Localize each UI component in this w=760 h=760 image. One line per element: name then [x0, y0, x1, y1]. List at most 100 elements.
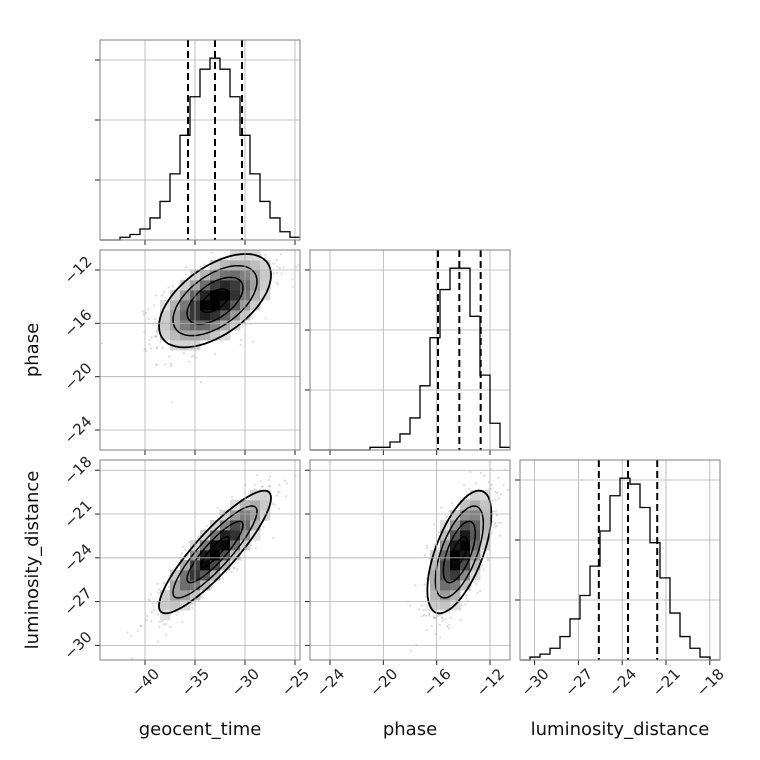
density-cell	[440, 560, 451, 571]
density-cell	[260, 260, 271, 271]
x-axis-label-luminosity_distance: luminosity_distance	[531, 719, 710, 740]
density-cell	[200, 280, 211, 291]
sample-point	[285, 482, 288, 485]
density-cell	[470, 550, 481, 561]
y-tick-label: −20	[60, 359, 95, 394]
density-cell	[220, 310, 231, 321]
density-cell	[480, 510, 491, 521]
density-cell	[210, 520, 221, 531]
sample-point	[152, 605, 155, 608]
sample-point	[273, 503, 276, 506]
sample-point	[433, 543, 437, 546]
sample-point	[192, 354, 196, 357]
sample-point	[493, 526, 496, 529]
x-tick-label: −18	[693, 665, 728, 700]
sample-point	[149, 347, 153, 350]
density-cell	[460, 560, 471, 571]
sample-point	[156, 601, 159, 604]
sample-point	[422, 613, 426, 617]
density-cell	[450, 590, 461, 601]
density-cell	[170, 600, 181, 611]
histogram-frame-geocent_time	[99, 39, 301, 241]
sample-point	[408, 604, 412, 607]
sample-point	[493, 490, 497, 493]
sample-point	[175, 613, 178, 616]
density-cell	[170, 290, 181, 301]
sample-point	[210, 585, 214, 589]
sample-point	[168, 355, 171, 358]
sample-point	[210, 580, 213, 583]
density-cell	[230, 520, 241, 531]
density-cell	[160, 330, 171, 341]
sample-point	[100, 342, 104, 345]
density-cell	[440, 590, 451, 601]
sample-point	[254, 547, 257, 550]
sample-point	[184, 548, 187, 551]
density-cell	[470, 520, 481, 531]
sample-point	[428, 609, 431, 612]
density-cell	[220, 530, 231, 541]
sample-point	[155, 363, 158, 367]
sample-point	[253, 483, 256, 486]
density-cell	[210, 280, 221, 291]
density-cell	[230, 510, 241, 521]
sample-point	[468, 487, 471, 490]
density-cell	[230, 310, 241, 321]
sample-point	[239, 338, 243, 342]
density-cell	[220, 270, 231, 281]
sample-point	[191, 606, 194, 609]
sample-point	[190, 602, 193, 605]
sample-point	[149, 593, 153, 596]
sample-point	[420, 604, 424, 607]
sample-point	[239, 343, 242, 347]
sample-point	[483, 474, 486, 477]
sample-point	[136, 629, 139, 632]
contour-line	[434, 505, 485, 599]
contour-line	[172, 264, 258, 337]
sample-point	[494, 498, 497, 501]
sample-point	[464, 603, 467, 606]
density-cell	[220, 290, 231, 301]
sample-point	[275, 494, 279, 497]
sample-point	[264, 317, 267, 320]
x-tick-label: −16	[420, 665, 455, 700]
density-cell	[470, 560, 481, 571]
sample-point	[155, 363, 158, 366]
density-cell	[200, 530, 211, 541]
sample-point	[156, 345, 159, 349]
sample-point	[292, 285, 295, 289]
sample-point	[297, 263, 300, 267]
sample-point	[187, 360, 190, 363]
panel-geocent_time-luminosity_distance	[126, 474, 297, 660]
sample-point	[433, 616, 436, 620]
density-cell	[450, 570, 461, 581]
sample-point	[167, 286, 170, 289]
sample-point	[448, 611, 451, 614]
sample-point	[449, 616, 452, 619]
sample-point	[164, 363, 167, 366]
density-cell	[250, 510, 261, 521]
sample-point	[490, 532, 493, 535]
sample-point	[181, 620, 184, 624]
density-cell	[220, 280, 231, 291]
y-tick-label: −30	[60, 628, 95, 663]
panel-frame-geocent_time-phase	[99, 249, 301, 451]
density-cell	[170, 310, 181, 321]
sample-point	[151, 602, 154, 605]
density-cell	[260, 280, 271, 291]
sample-point	[495, 525, 498, 528]
density-cell	[210, 530, 221, 541]
sample-point	[278, 483, 281, 486]
sample-point	[506, 488, 509, 492]
density-cell	[180, 580, 191, 591]
sample-point	[444, 617, 447, 621]
sample-point	[145, 349, 148, 353]
sample-point	[280, 272, 283, 275]
density-cell	[210, 570, 221, 581]
sample-point	[157, 591, 160, 594]
sample-point	[499, 521, 503, 524]
sample-point	[197, 535, 200, 538]
density-cell	[230, 280, 241, 291]
sample-point	[469, 470, 472, 473]
